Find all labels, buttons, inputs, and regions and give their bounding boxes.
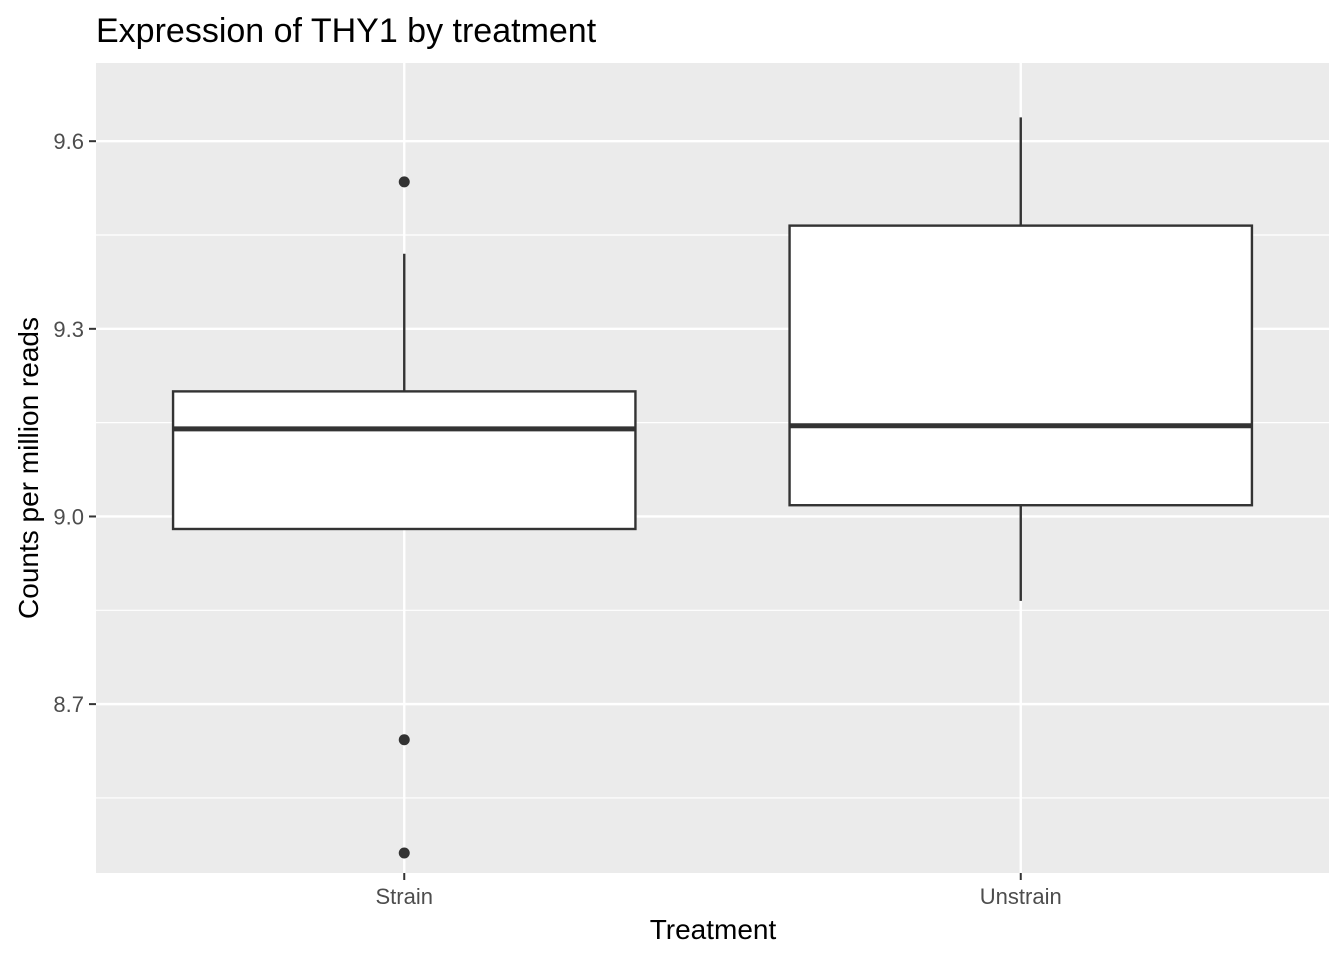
y-axis-title: Counts per million reads (13, 317, 44, 619)
x-axis: Strain Unstrain (376, 873, 1062, 909)
y-axis: 8.7 9.0 9.3 9.6 (53, 129, 96, 717)
x-tick-label: Unstrain (980, 884, 1062, 909)
outlier-point (398, 734, 410, 746)
chart-title: Expression of THY1 by treatment (96, 12, 597, 50)
iqr-box (171, 390, 637, 531)
box-strain (171, 176, 637, 859)
outlier-point (398, 176, 410, 188)
y-tick-label: 8.7 (53, 692, 84, 717)
iqr-box (788, 224, 1254, 507)
outlier-point (398, 847, 410, 859)
box-unstrain (788, 117, 1254, 601)
x-tick-label: Strain (376, 884, 433, 909)
x-axis-title: Treatment (650, 914, 777, 945)
y-tick-label: 9.6 (53, 129, 84, 154)
box-group (171, 117, 1254, 859)
y-tick-label: 9.0 (53, 504, 84, 529)
y-tick-label: 9.3 (53, 317, 84, 342)
